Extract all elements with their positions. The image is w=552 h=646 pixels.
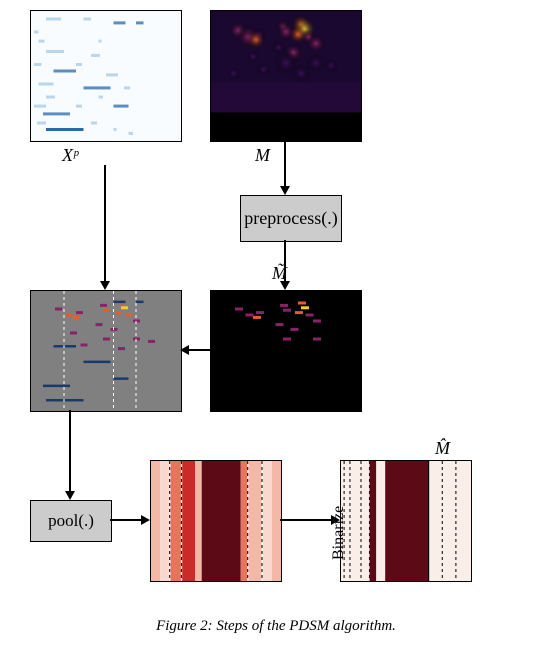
mtilde-canvas: [211, 291, 361, 411]
pool-label: pool(.): [48, 511, 94, 531]
poolout-canvas: [151, 461, 281, 581]
overlay-canvas: [31, 291, 181, 411]
m-heatmap: [210, 10, 362, 142]
m-canvas: [211, 11, 361, 141]
xp-heatmap: [30, 10, 182, 142]
mtilde-heatmap: [210, 290, 362, 412]
mhat-canvas: [341, 461, 471, 581]
m-label: M: [255, 145, 270, 166]
figure-caption: Figure 2: Steps of the PDSM algorithm.: [0, 618, 552, 635]
overlay-heatmap: [30, 290, 182, 412]
xp-label: Xᵖ: [62, 145, 78, 166]
pool-output: [150, 460, 282, 582]
mhat-label: M̂: [435, 438, 450, 459]
binarize-label: Binarize: [330, 506, 348, 560]
preprocess-label: preprocess(.): [244, 208, 337, 229]
xp-canvas: [31, 11, 181, 141]
mhat-output: [340, 460, 472, 582]
preprocess-op: preprocess(.): [240, 195, 342, 242]
pool-op: pool(.): [30, 500, 112, 542]
